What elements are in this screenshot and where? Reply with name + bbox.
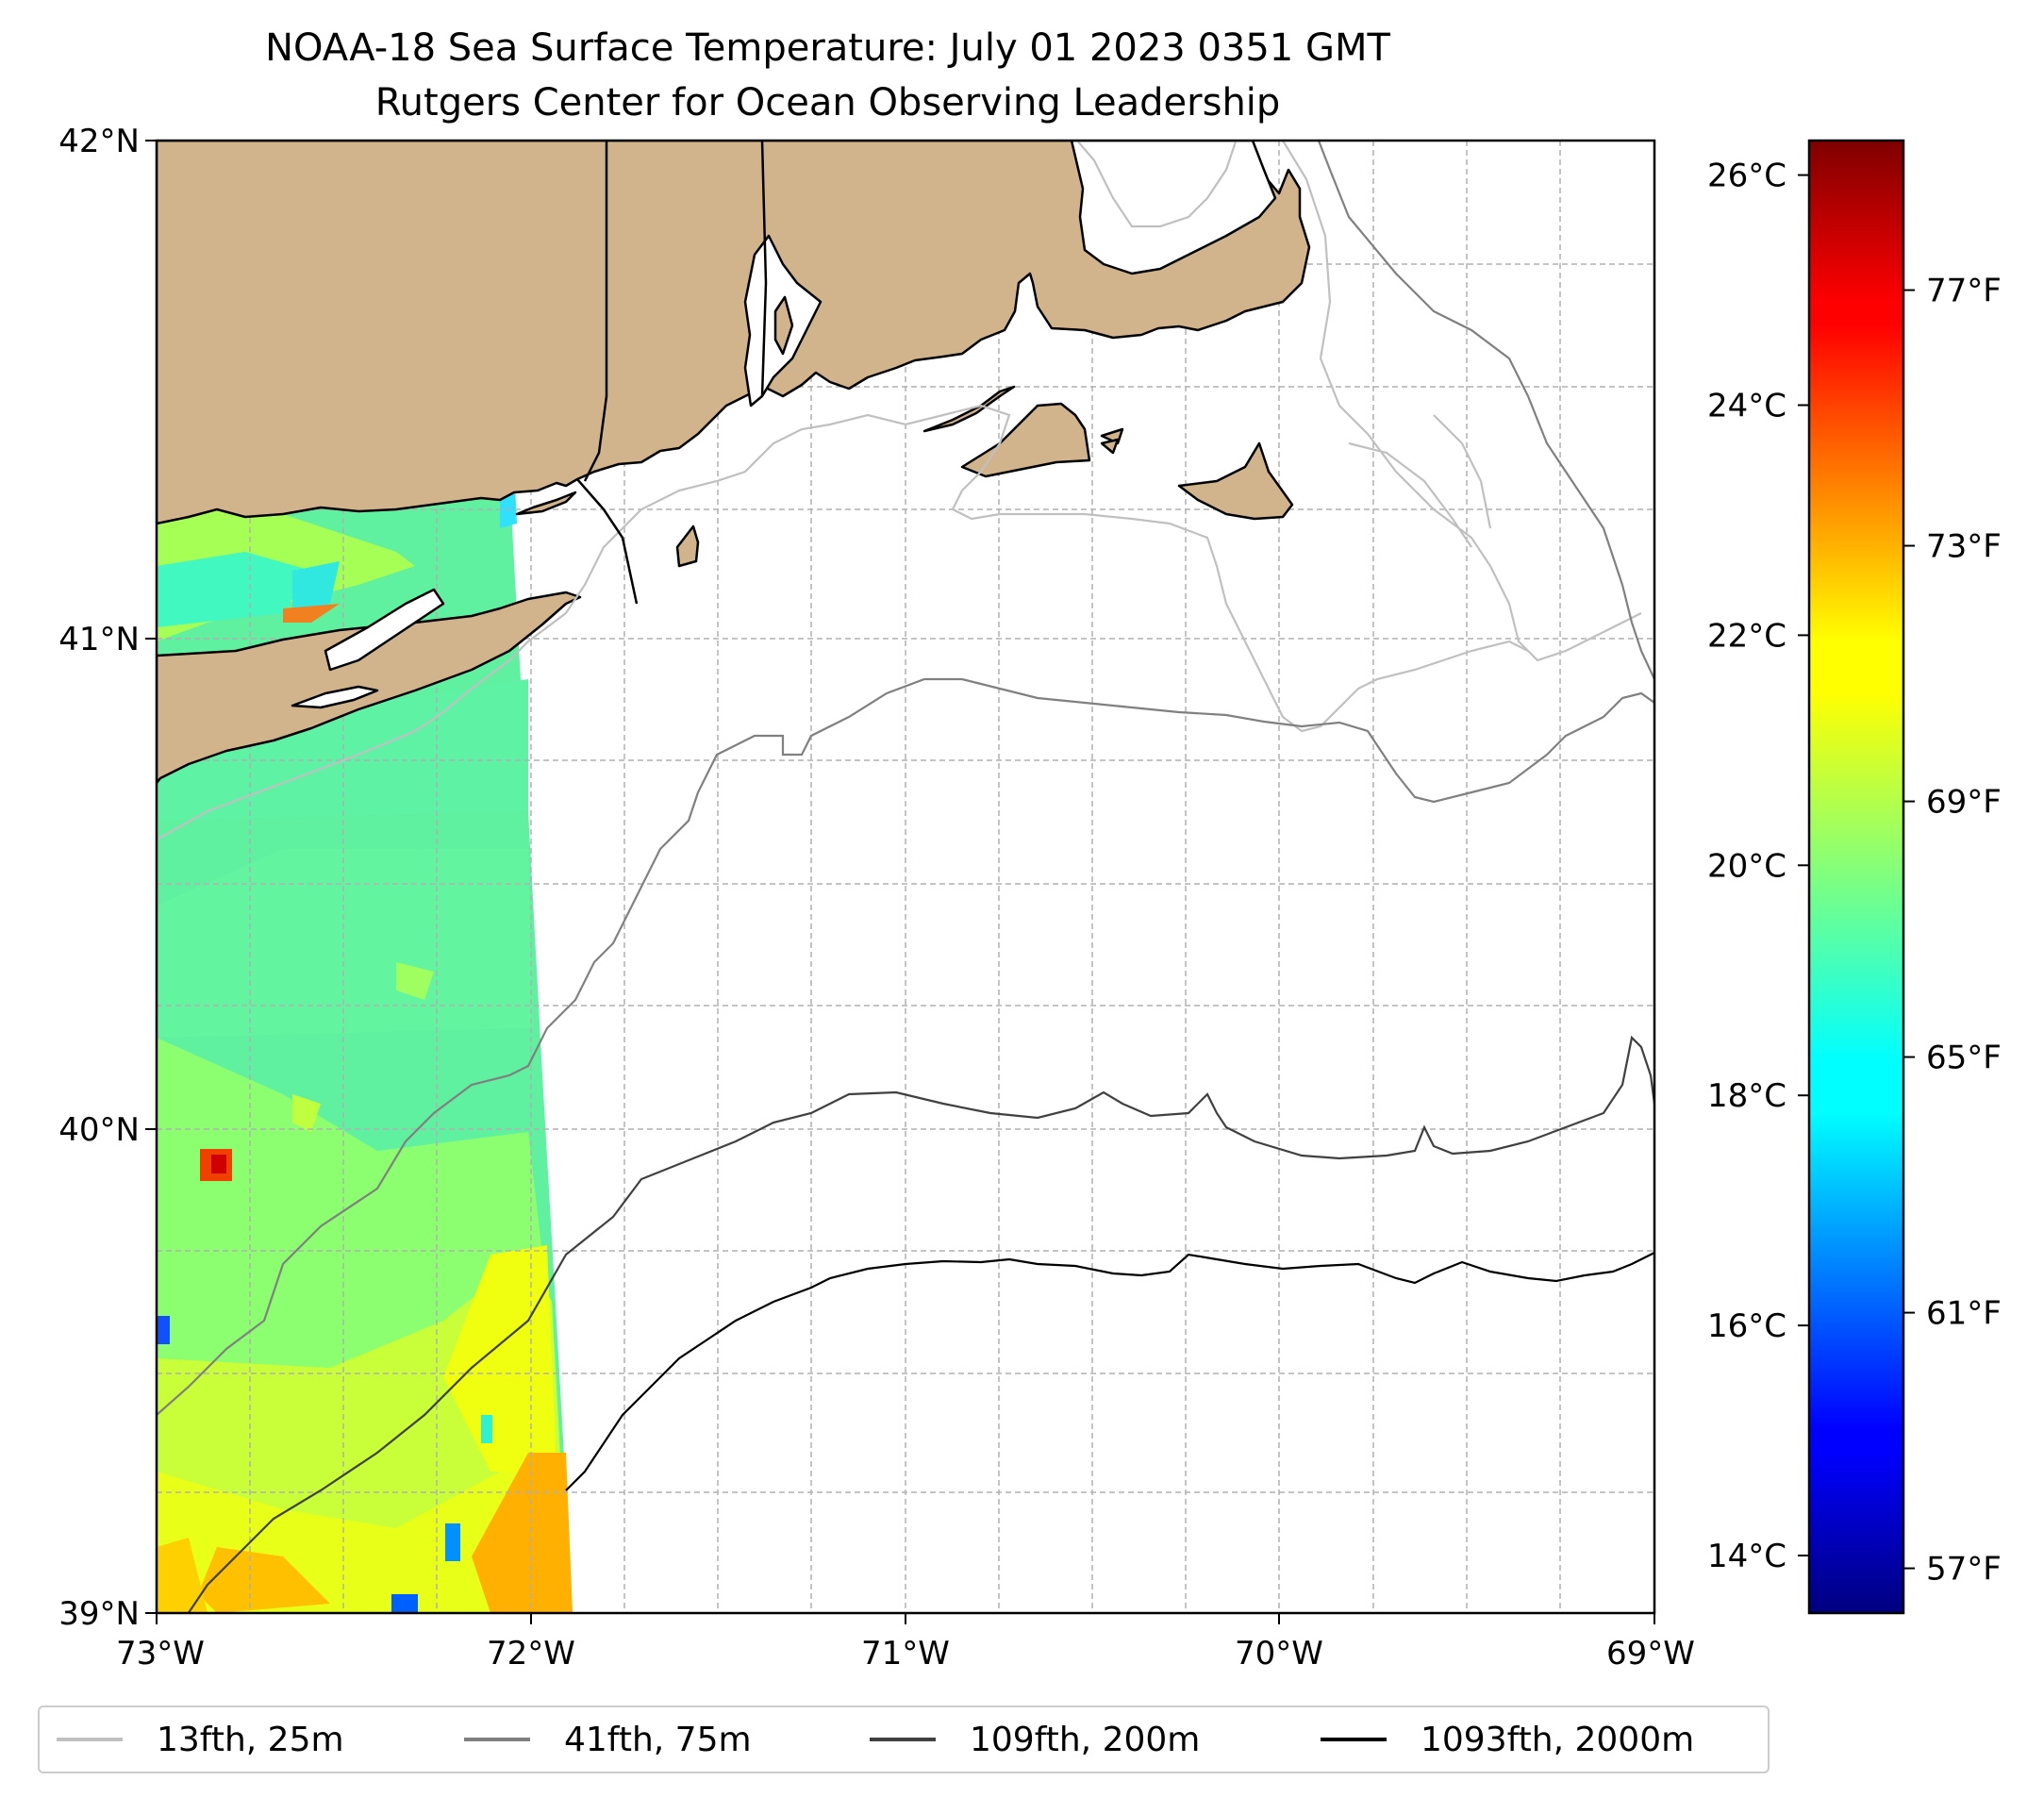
legend-swatch-75m <box>464 1738 530 1741</box>
elizabeth-islands <box>922 385 1016 433</box>
isobath-legend: 13fth, 25m 41fth, 75m 109fth, 200m 1093f… <box>38 1705 1770 1773</box>
legend-swatch-200m <box>870 1738 936 1741</box>
colorbar-celsius-label: 20°C <box>1707 847 1786 885</box>
legend-swatch-2000m <box>1321 1738 1387 1741</box>
plum-island <box>1100 438 1120 455</box>
colorbar-celsius-label: 24°C <box>1707 387 1786 424</box>
map-subtitle: Rutgers Center for Ocean Observing Leade… <box>374 81 1281 125</box>
lat-label-41: 41°N <box>58 621 140 658</box>
legend-label-2000m: 1093fth, 2000m <box>1421 1720 1695 1759</box>
legend-item-200m: 109fth, 200m <box>870 1707 1200 1772</box>
colorbar-celsius-label: 26°C <box>1707 158 1786 195</box>
colorbar-celsius-label: 16°C <box>1707 1307 1786 1345</box>
isobath-75m <box>157 141 1654 1416</box>
colorbar-fahrenheit-label: 77°F <box>1926 273 2002 310</box>
colorbar-fahrenheit-label: 73°F <box>1926 528 2002 566</box>
legend-item-2000m: 1093fth, 2000m <box>1321 1707 1694 1772</box>
aquidneck-island <box>773 295 794 356</box>
shinnecock-bay <box>291 685 379 709</box>
block-island <box>675 524 700 568</box>
lon-label-70: 70°W <box>1235 1635 1323 1672</box>
marthas-vineyard <box>960 402 1091 478</box>
lat-label-42: 42°N <box>58 123 140 160</box>
peconic-bay <box>324 588 445 672</box>
colorbar-fahrenheit-label: 61°F <box>1926 1295 2002 1333</box>
fishers-island <box>515 491 577 516</box>
mainland-new-england <box>157 141 1311 525</box>
legend-item-75m: 41fth, 75m <box>464 1707 752 1772</box>
colorbar-celsius-label: 14°C <box>1707 1538 1786 1575</box>
isobath-25m <box>157 141 1642 840</box>
colorbar-celsius-label: 22°C <box>1707 617 1786 655</box>
colorbar-celsius-ticks: 26°C 24°C 22°C 20°C 18°C 16°C 14°C <box>1707 158 1809 1575</box>
legend-label-25m: 13fth, 25m <box>157 1720 344 1759</box>
colorbar-fahrenheit-label: 65°F <box>1926 1040 2002 1077</box>
land <box>157 141 1311 785</box>
lon-labels: 73°W 72°W 71°W 70°W 69°W <box>116 1635 1695 1672</box>
state-boundaries <box>576 141 768 605</box>
legend-label-200m: 109fth, 200m <box>970 1720 1201 1759</box>
axis-ticks <box>145 140 1655 1624</box>
colorbar-fahrenheit-label: 57°F <box>1926 1551 2002 1589</box>
colorbar-fahrenheit-ticks: 77°F 73°F 69°F 65°F 61°F 57°F <box>1903 273 2002 1589</box>
lat-label-40: 40°N <box>58 1111 140 1149</box>
colorbar-fahrenheit-label: 69°F <box>1926 784 2002 822</box>
legend-item-25m: 13fth, 25m <box>57 1707 344 1772</box>
legend-label-75m: 41fth, 75m <box>564 1720 752 1759</box>
lon-label-73: 73°W <box>116 1635 205 1672</box>
lon-label-69: 69°W <box>1606 1635 1695 1672</box>
map-title: NOAA-18 Sea Surface Temperature: July 01… <box>265 26 1390 70</box>
lat-labels: 42°N 41°N 40°N 39°N <box>58 123 140 1633</box>
colorbar-celsius-label: 18°C <box>1707 1077 1786 1115</box>
nantucket <box>1177 441 1294 521</box>
colorbar: 26°C 24°C 22°C 20°C 18°C 16°C 14°C 77°F 73°F 69°… <box>1707 139 2002 1615</box>
lat-label-39: 39°N <box>58 1595 140 1633</box>
legend-swatch-25m <box>57 1738 123 1741</box>
lon-label-72: 72°W <box>487 1635 575 1672</box>
lon-label-71: 71°W <box>861 1635 950 1672</box>
isobath-2000m <box>565 1252 1654 1491</box>
isobath-200m <box>187 1035 1654 1613</box>
colorbar-gradient <box>1807 139 1905 1615</box>
